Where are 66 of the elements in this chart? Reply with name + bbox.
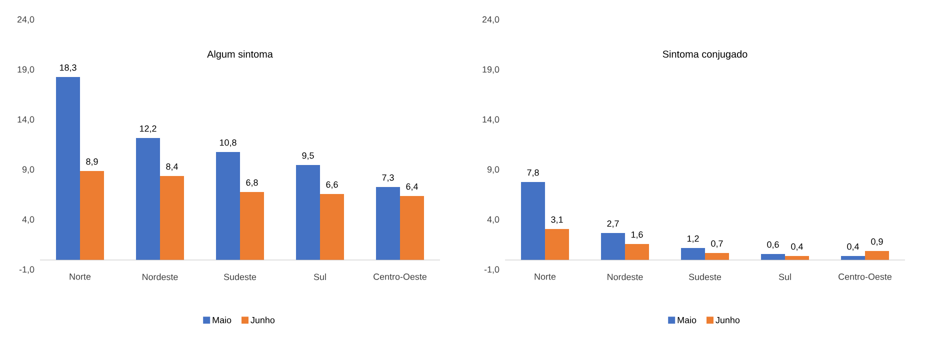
data-label: 0,4 [847, 243, 859, 251]
x-tick-label: Sul [778, 274, 791, 280]
bar [296, 165, 320, 260]
text: Sintoma conjugado [662, 50, 748, 60]
bar [56, 77, 80, 260]
bar [681, 248, 706, 260]
x-tick-label: Norte [534, 274, 556, 280]
data-label: 8,4 [166, 163, 178, 171]
y-tick-label: 24,0 [482, 16, 500, 24]
data-label: 1,6 [631, 231, 643, 239]
bar [216, 152, 240, 260]
data-label: 0,7 [711, 240, 723, 248]
bar [160, 176, 184, 260]
bar [545, 229, 570, 260]
bar [865, 251, 890, 260]
data-label: 2,7 [607, 220, 619, 228]
y-tick-label: 19,0 [18, 66, 34, 74]
bar [625, 244, 650, 260]
data-label: 7,3 [382, 174, 394, 182]
y-tick-label: 4,0 [487, 216, 500, 224]
data-label: 0,9 [871, 238, 883, 246]
legend-label: Maio [678, 316, 696, 324]
x-tick-label: Centro-Oeste [838, 274, 892, 280]
bar [521, 182, 546, 260]
y-tick-label: -1,0 [19, 266, 34, 274]
bar [400, 196, 424, 260]
y-tick-label: 14,0 [18, 116, 34, 124]
y-tick-label: 4,0 [22, 216, 34, 224]
bar [240, 192, 264, 260]
data-label: 0,6 [767, 241, 779, 249]
x-tick-label: Sul [314, 274, 326, 280]
data-label: 9,5 [302, 152, 314, 160]
x-tick-label: Sudeste [224, 274, 256, 280]
data-label: 7,8 [527, 169, 539, 177]
data-label: 6,6 [326, 181, 338, 189]
data-label: 6,4 [406, 183, 418, 191]
x-tick-label: Norte [70, 274, 91, 280]
data-label: 1,2 [687, 235, 699, 243]
y-tick-label: 14,0 [482, 116, 500, 124]
data-label: 0,4 [791, 243, 803, 251]
data-label: 3,1 [551, 216, 563, 224]
y-tick-label: 9,0 [487, 166, 500, 174]
data-label: 8,9 [86, 158, 98, 166]
bar [376, 187, 400, 260]
x-tick-label: Nordeste [608, 274, 643, 280]
bar [705, 253, 730, 260]
bar [320, 194, 344, 260]
bar [601, 233, 626, 260]
y-tick-label: 9,0 [22, 166, 34, 174]
x-tick-label: Centro-Oeste [374, 274, 427, 280]
bar [761, 254, 786, 260]
y-tick-label: 24,0 [17, 16, 34, 24]
data-label: 10,8 [220, 139, 236, 147]
y-tick-label: -1,0 [484, 266, 500, 274]
legend-label: Junho [716, 316, 740, 324]
legend-label: Maio [212, 316, 232, 324]
bar [80, 171, 104, 260]
bar [136, 138, 160, 260]
y-tick-label: 19,0 [482, 66, 500, 74]
data-label: 6,8 [246, 179, 258, 187]
legend-label: Junho [250, 316, 275, 324]
data-label: 18,3 [60, 64, 76, 72]
data-label: 12,2 [140, 125, 156, 133]
x-tick-label: Nordeste [142, 274, 178, 280]
x-tick-label: Sudeste [688, 274, 722, 280]
text: Algum sintoma [207, 50, 273, 60]
